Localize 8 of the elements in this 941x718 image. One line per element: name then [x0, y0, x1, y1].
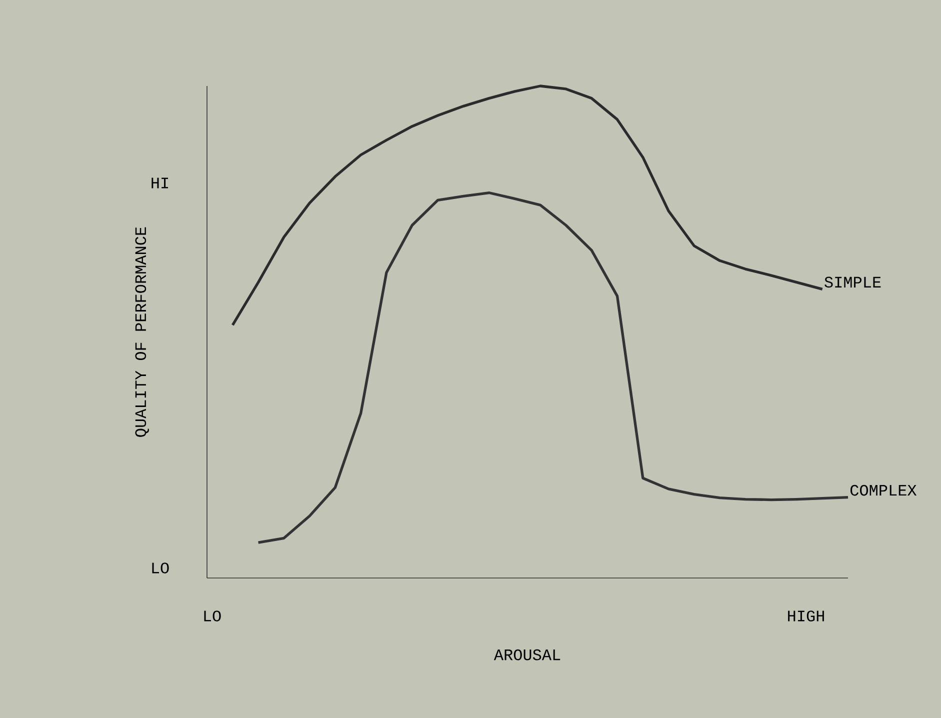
y-axis-title: QUALITY OF PERFORMANCE — [135, 227, 149, 437]
text: HIGH — [788, 610, 824, 622]
series-label: COMPLEX — [850, 484, 917, 496]
text: LO — [152, 562, 169, 574]
text: LO — [204, 610, 221, 622]
text: HI — [152, 178, 168, 188]
series-label: SIMPLE — [824, 276, 881, 288]
x-axis-title: AROUSAL — [494, 649, 560, 660]
